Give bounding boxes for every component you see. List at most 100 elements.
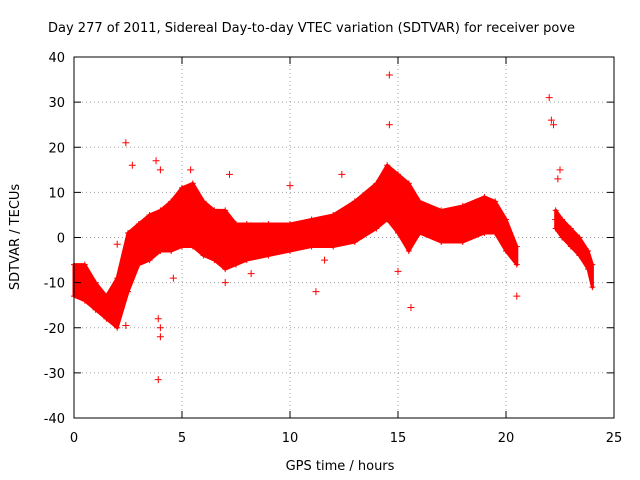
sdtvar-edge-marker — [146, 257, 153, 264]
sdtvar-point-marker — [247, 270, 255, 278]
sdtvar-edge-marker — [459, 202, 466, 209]
sdtvar-edge-marker — [157, 248, 164, 255]
sdtvar-point-marker — [513, 292, 521, 300]
sdtvar-edge-marker — [211, 257, 218, 264]
sdtvar-edge-marker — [513, 261, 520, 268]
sdtvar-edge-marker — [233, 220, 239, 227]
data-points — [71, 71, 596, 384]
sdtvar-edge-marker — [395, 229, 401, 236]
sdtvar-point-marker — [156, 166, 164, 174]
sdtvar-edge-marker — [503, 248, 509, 255]
sdtvar-point-marker — [109, 310, 117, 318]
sdtvar-edge-marker — [189, 243, 196, 250]
sdtvar-point-marker — [122, 139, 130, 147]
sdtvar-edge-marker — [585, 248, 592, 255]
sdtvar-edge-marker — [114, 324, 121, 331]
sdtvar-point-marker — [385, 121, 393, 129]
sdtvar-edge-marker — [567, 225, 574, 232]
sdtvar-point-marker — [152, 157, 160, 165]
x-tick-label: 0 — [70, 431, 78, 446]
sdtvar-edge-marker — [222, 266, 229, 273]
sdtvar-edge-marker — [146, 211, 153, 218]
sdtvar-point-marker — [338, 170, 346, 178]
sdtvar-edge-marker — [179, 184, 185, 191]
sdtvar-edge-marker — [103, 315, 110, 322]
sdtvar-edge-marker — [211, 207, 218, 214]
sdtvar-edge-marker — [157, 207, 164, 214]
sdtvar-edge-marker — [92, 306, 99, 313]
sdtvar-edge-marker — [233, 261, 239, 268]
sdtvar-point-marker — [113, 240, 121, 248]
y-tick-label: 10 — [48, 186, 65, 201]
sdtvar-edge-marker — [416, 229, 423, 236]
sdtvar-edge-marker — [459, 239, 466, 246]
sdtvar-edge-marker — [492, 229, 499, 236]
sdtvar-point-marker — [221, 279, 229, 287]
sdtvar-point-marker — [556, 166, 564, 174]
sdtvar-edge-marker — [395, 171, 401, 178]
sdtvar-edge-marker — [200, 252, 207, 259]
y-tick-label: -10 — [44, 277, 65, 292]
sdtvar-point-marker — [113, 283, 121, 291]
sdtvar-edge-marker — [503, 216, 509, 223]
sdtvar-point-marker — [156, 324, 164, 332]
sdtvar-point-marker — [156, 333, 164, 341]
sdtvar-edge-marker — [243, 220, 250, 227]
sdtvar-point-marker — [312, 288, 320, 296]
sdtvar-edge-marker — [405, 180, 412, 187]
sdtvar-edge-marker — [384, 162, 391, 169]
x-tick-label: 25 — [606, 431, 623, 446]
sdtvar-edge-marker — [125, 229, 131, 236]
sdtvar-point-marker — [321, 256, 329, 264]
sdtvar-edge-marker — [552, 207, 559, 214]
sdtvar-edge-marker — [81, 297, 88, 304]
sdtvar-edge-marker — [373, 225, 380, 232]
sdtvar-edge-marker — [200, 198, 207, 205]
sdtvar-edge-marker — [416, 198, 423, 205]
sdtvar-edge-marker — [308, 243, 315, 250]
chart-title: Day 277 of 2011, Sidereal Day-to-day VTE… — [48, 21, 575, 36]
y-tick-label: 20 — [48, 141, 65, 156]
sdtvar-edge-marker — [189, 180, 196, 187]
sdtvar-edge-marker — [559, 234, 566, 241]
sdtvar-edge-marker — [92, 279, 99, 286]
sdtvar-edge-marker — [287, 248, 293, 255]
sdtvar-point-marker — [385, 71, 393, 79]
sdtvar-edge-marker — [559, 216, 566, 223]
sdtvar-edge-marker — [168, 248, 175, 255]
sdtvar-edge-marker — [351, 239, 358, 246]
sdtvar-point-marker — [206, 252, 214, 260]
sdtvar-edge-marker — [179, 243, 185, 250]
sdtvar-point-marker — [154, 315, 162, 323]
sdtvar-edge-marker — [481, 229, 488, 236]
sdtvar-edge-marker — [222, 207, 229, 214]
sdtvar-edge-marker — [330, 211, 337, 218]
sdtvar-edge-marker — [576, 252, 583, 259]
sdtvar-edge-marker — [513, 243, 520, 250]
sdtvar-edge-marker — [135, 261, 142, 268]
x-tick-label: 15 — [390, 431, 407, 446]
sdtvar-point-marker — [394, 267, 402, 275]
sdtvar-point-marker — [550, 121, 558, 129]
sdtvar-edge-marker — [125, 288, 131, 295]
sdtvar-edge-marker — [168, 198, 175, 205]
sdtvar-edge-marker — [81, 261, 88, 268]
sdtvar-edge-marker — [243, 257, 250, 264]
sdtvar-edge-marker — [576, 234, 583, 241]
sdtvar-edge-marker — [103, 293, 110, 300]
sdtvar-point-marker — [169, 274, 177, 282]
y-tick-label: -30 — [44, 367, 65, 382]
sdtvar-edge-marker — [330, 243, 337, 250]
y-tick-label: 40 — [48, 51, 65, 66]
axis-ticks: 0 5 10 15 20 25 -40 -30 -20 -10 0 10 20 30 40 — [44, 51, 623, 446]
sdtvar-edge-marker — [405, 248, 412, 255]
sdtvar-edge-marker — [589, 284, 596, 291]
sdtvar-edge-marker — [351, 198, 358, 205]
sdtvar-point-marker — [554, 175, 562, 183]
sdtvar-edge-marker — [265, 252, 272, 259]
sdtvar-edge-marker — [438, 207, 445, 214]
sdtvar-point-marker — [407, 303, 415, 311]
sdtvar-edge-marker — [481, 193, 488, 200]
sdtvar-point-marker — [122, 321, 130, 329]
